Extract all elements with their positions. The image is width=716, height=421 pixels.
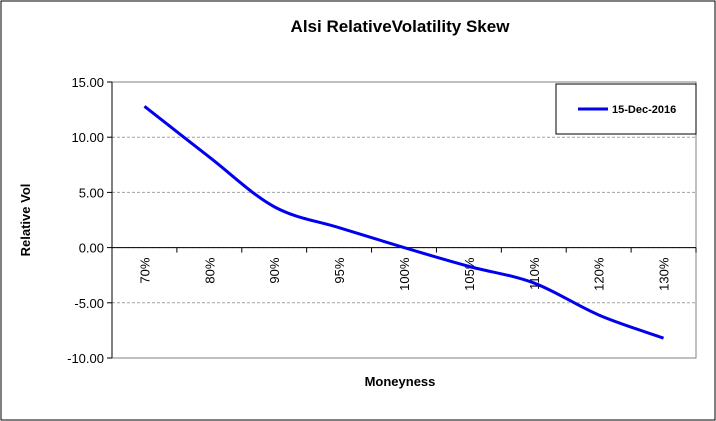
x-tick-label: 120%	[592, 257, 607, 291]
x-tick-label: 95%	[332, 257, 347, 283]
y-axis-title: Relative Vol	[18, 184, 33, 257]
x-tick-label: 90%	[267, 257, 282, 283]
x-axis-title: Moneyness	[365, 374, 436, 389]
series-line	[143, 105, 665, 340]
y-axis: 15.00 10.00 5.00 0.00 -5.00 -10.00	[67, 75, 113, 366]
chart-title: Alsi RelativeVolatility Skew	[291, 17, 511, 36]
series-layer	[143, 105, 665, 340]
y-tick-label: 0.00	[79, 241, 104, 256]
y-tick-label: -5.00	[74, 296, 104, 311]
y-tick-label: -10.00	[67, 351, 104, 366]
x-tick-label: 100%	[397, 257, 412, 291]
x-tick-label: 105%	[462, 257, 477, 291]
y-tick-label: 10.00	[71, 130, 104, 145]
x-tick-label: 70%	[137, 257, 152, 283]
y-tick-label: 15.00	[71, 75, 104, 90]
y-tick-label: 5.00	[79, 185, 104, 200]
legend: 15-Dec-2016	[555, 83, 697, 135]
x-tick-label: 80%	[202, 257, 217, 283]
legend-label: 15-Dec-2016	[612, 104, 676, 116]
x-tick-label: 130%	[657, 257, 672, 291]
